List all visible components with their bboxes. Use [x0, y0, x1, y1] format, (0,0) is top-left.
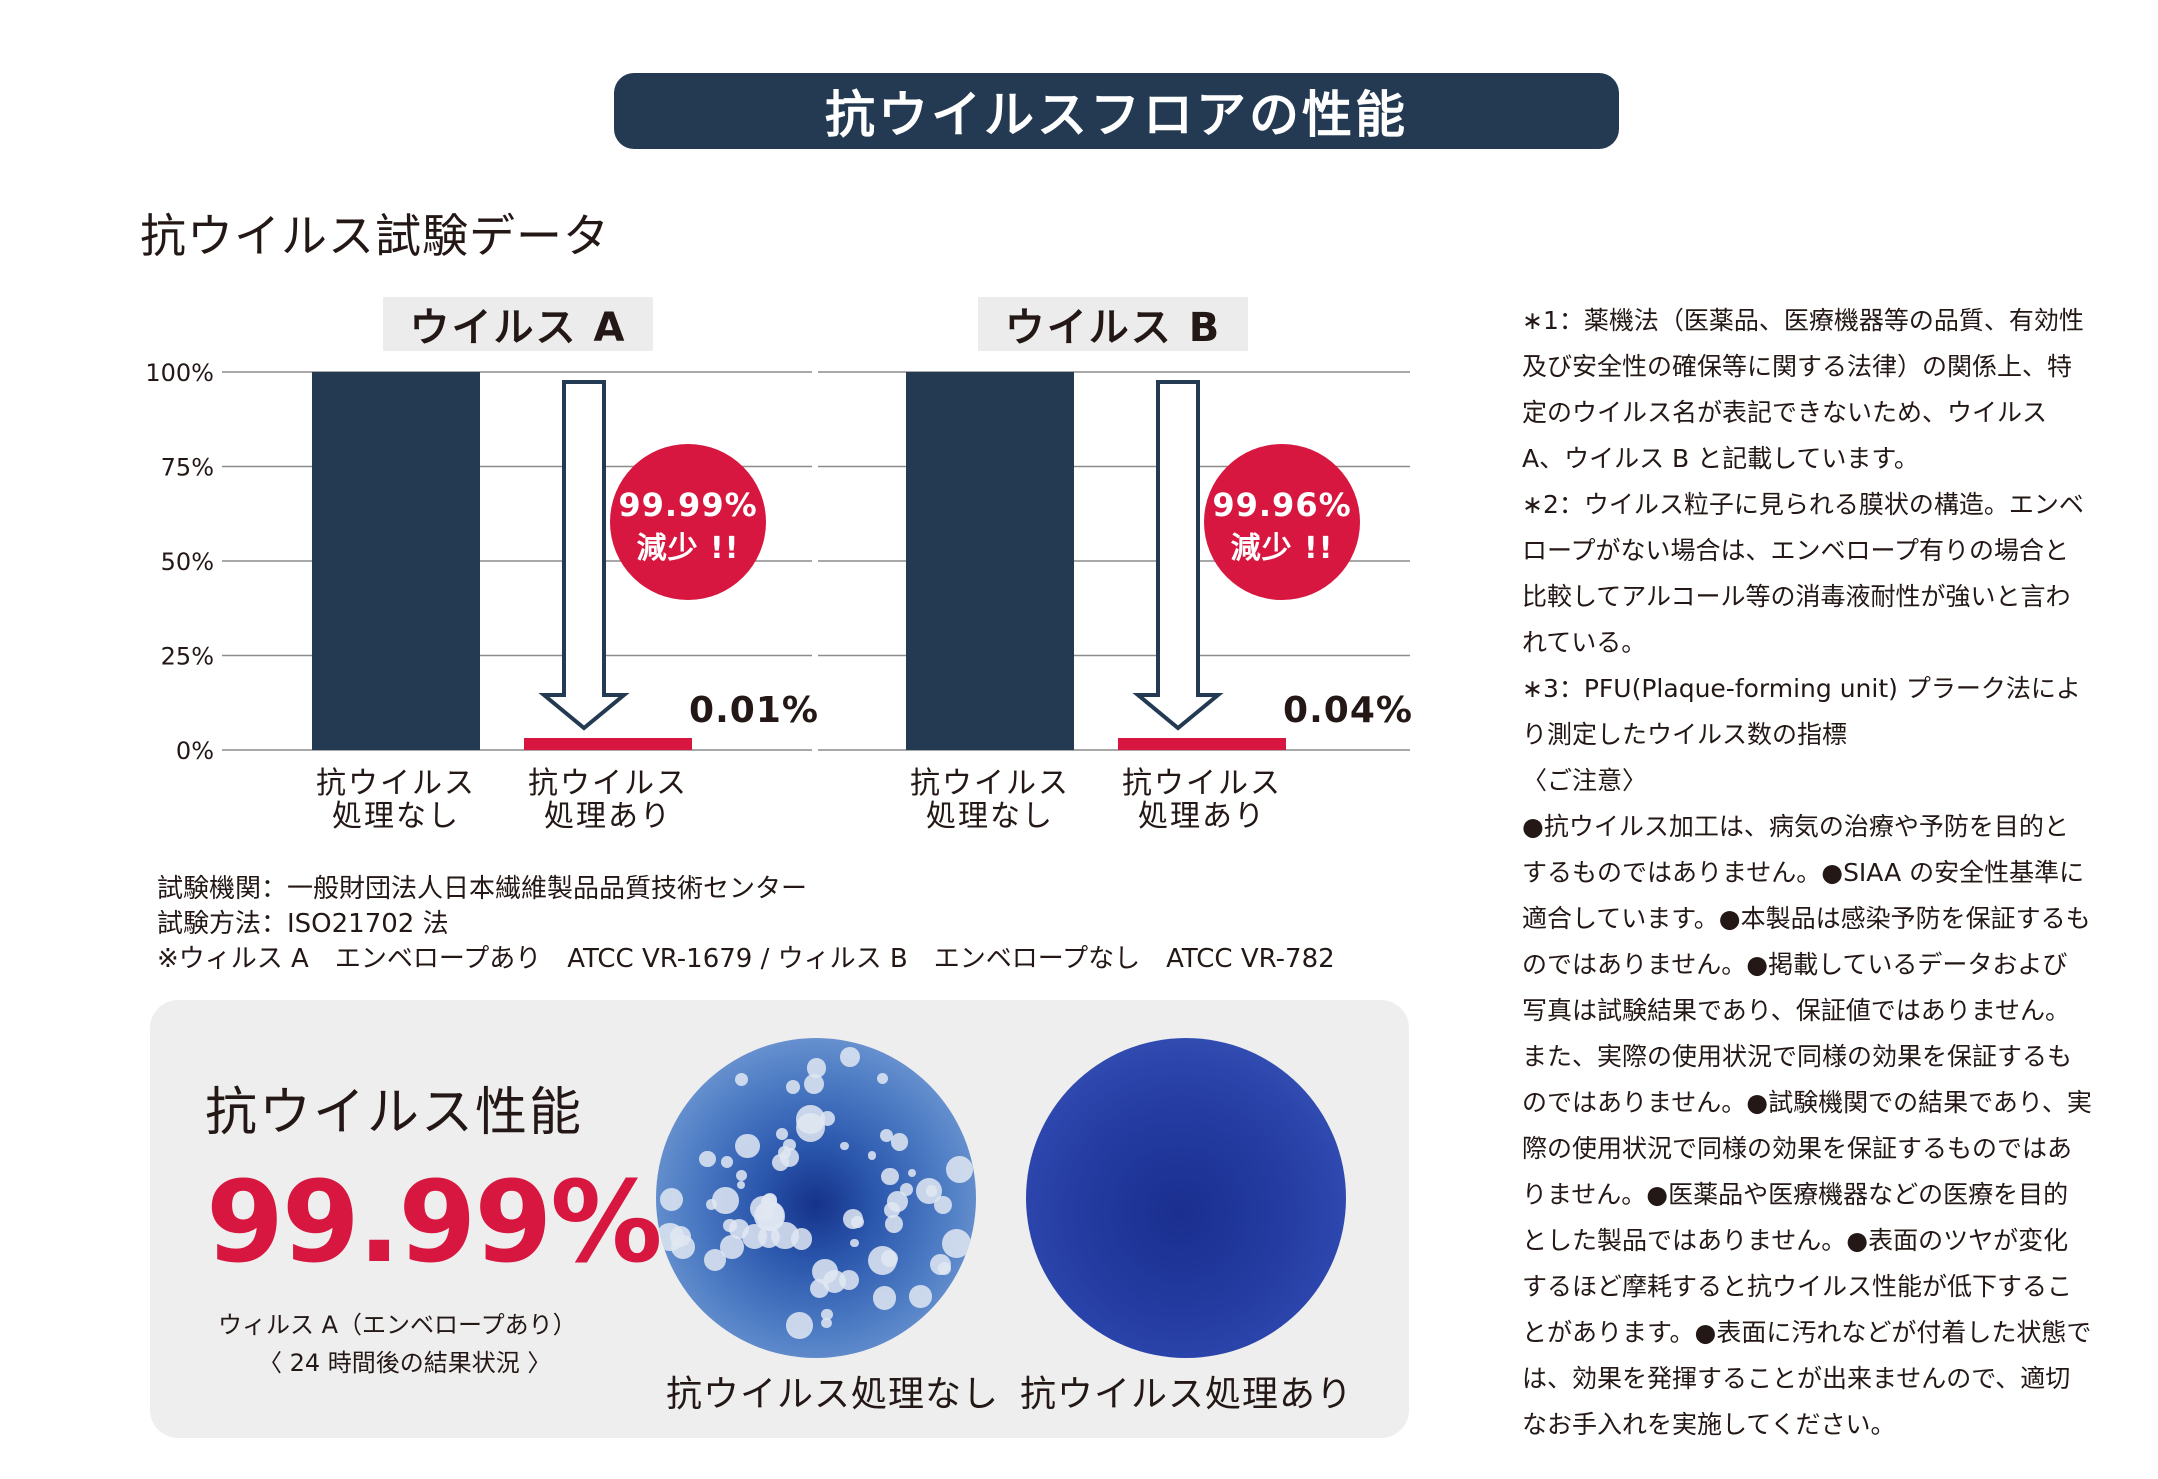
side-notes: ∗1：薬機法（医薬品、医療機器等の品質、有効性及び安全性の確保等に関する法律）の…: [1522, 298, 2092, 1448]
footnote-1: ∗1：薬機法（医薬品、医療機器等の品質、有効性及び安全性の確保等に関する法律）の…: [1522, 306, 2084, 473]
reduction-badge: [1204, 444, 1360, 600]
virus-colony: [881, 1167, 900, 1186]
virus-colony: [942, 1229, 972, 1259]
virus-colony: [796, 1105, 825, 1134]
reduction-badge: [610, 444, 766, 600]
header-banner: 抗ウイルスフロアの性能: [614, 73, 1619, 149]
virus-colony: [671, 1234, 696, 1259]
virus-colony: [933, 1195, 952, 1214]
virus-colony: [720, 1235, 744, 1259]
petri-dish-treated-image: [1026, 1038, 1346, 1358]
virus-note: ※ウィルス A エンベロープあり ATCC VR-1679 / ウィルス B エ…: [157, 944, 1335, 974]
badge-text: 減少 !!: [1231, 531, 1334, 566]
virus-colony: [925, 1185, 938, 1197]
virus-colony: [772, 1154, 789, 1172]
virus-colony: [886, 1191, 908, 1212]
caution-text: ●抗ウイルス加工は、病気の治療や予防を目的とするものではありません。●SIAA …: [1522, 812, 2092, 1439]
virus-colony: [867, 1151, 877, 1160]
virus-colony: [850, 1238, 859, 1247]
section-title: 抗ウイルス試験データ: [140, 209, 610, 263]
virus-colony: [734, 1133, 760, 1159]
virus-colony: [806, 1058, 827, 1078]
virus-colony: [736, 1180, 746, 1190]
virus-colony: [907, 1168, 917, 1178]
test-method: 試験方法：ISO21702 法: [157, 909, 449, 939]
virus-colony: [757, 1226, 781, 1249]
badge-percent: 99.99%: [618, 486, 757, 524]
petri-dish-untreated-image: [656, 1038, 976, 1358]
virus-colony: [720, 1156, 733, 1169]
virus-colony: [812, 1258, 838, 1285]
virus-colony: [699, 1150, 717, 1168]
virus-colony: [840, 1141, 850, 1151]
virus-colony: [660, 1187, 684, 1211]
virus-colony: [786, 1311, 814, 1339]
virus-colony: [880, 1249, 899, 1267]
performance-timing: 〈 24 時間後の結果状況 〉: [258, 1349, 552, 1377]
chart-b-title: ウイルス B: [978, 297, 1248, 351]
y-tick-label: 100%: [145, 359, 214, 387]
test-institution: 試験機関：一般財団法人日本繊維製品品質技術センター: [157, 874, 808, 904]
virus-colony: [891, 1133, 909, 1151]
virus-colony: [712, 1187, 739, 1214]
performance-subtitle: ウィルス A（エンベロープあり）: [218, 1311, 577, 1339]
virus-colony: [909, 1285, 932, 1308]
virus-colony: [872, 1286, 897, 1310]
x-category-label: 抗ウイルス: [316, 766, 476, 801]
chart-a-title: ウイルス A: [383, 297, 653, 351]
reduction-arrow: [538, 380, 630, 731]
x-category-label: 抗ウイルス: [528, 766, 688, 801]
virus-colony: [785, 1079, 800, 1094]
virus-colony: [884, 1215, 904, 1234]
caution-heading: 〈ご注意〉: [1522, 766, 1648, 795]
x-category-label: 処理あり: [544, 799, 672, 834]
bar-treated: [524, 738, 692, 750]
virus-colony: [876, 1072, 889, 1084]
caption-untreated: 抗ウイルス処理なし: [666, 1374, 1000, 1415]
virus-colony: [804, 1074, 825, 1095]
virus-colony: [790, 1228, 813, 1250]
virus-colony: [734, 1073, 748, 1087]
caption-treated: 抗ウイルス処理あり: [1020, 1374, 1354, 1415]
virus-colony: [783, 1138, 796, 1151]
data-label: 0.04%: [1283, 690, 1413, 731]
footnote-2: ∗2：ウイルス粒子に見られる膜状の構造。エンベロープがない場合は、エンベロープ有…: [1522, 490, 2084, 657]
virus-colony: [821, 1317, 832, 1329]
x-category-label: 抗ウイルス: [1122, 766, 1282, 801]
y-tick-label: 0%: [176, 737, 214, 765]
virus-colony: [879, 1128, 893, 1142]
virus-colony: [728, 1218, 749, 1239]
performance-value: 99.99%: [206, 1158, 662, 1288]
reduction-arrow: [1132, 380, 1224, 731]
virus-colony: [756, 1201, 786, 1231]
y-tick-label: 50%: [161, 548, 214, 576]
bar-untreated: [906, 372, 1074, 750]
badge-text: 減少 !!: [637, 531, 740, 566]
virus-colony: [776, 1128, 788, 1141]
y-tick-label: 25%: [161, 643, 214, 671]
virus-colony: [706, 1199, 717, 1210]
data-label: 0.01%: [689, 690, 819, 731]
x-category-label: 処理なし: [332, 799, 460, 834]
performance-title: 抗ウイルス性能: [205, 1083, 584, 1143]
virus-colony: [937, 1261, 952, 1275]
badge-percent: 99.96%: [1212, 486, 1351, 524]
x-category-label: 抗ウイルス: [910, 766, 1070, 801]
y-tick-label: 75%: [161, 454, 214, 482]
x-category-label: 処理あり: [1138, 799, 1266, 834]
page-title: 抗ウイルスフロアの性能: [825, 86, 1408, 144]
virus-colony: [704, 1248, 727, 1272]
bar-untreated: [312, 372, 480, 750]
virus-colony: [735, 1169, 748, 1181]
virus-colony: [946, 1155, 974, 1183]
bar-treated: [1118, 738, 1286, 750]
x-category-label: 処理なし: [926, 799, 1054, 834]
virus-colony: [821, 1309, 833, 1321]
footnote-3: ∗3：PFU(Plaque-forming unit) プラーク法により測定した…: [1522, 674, 2081, 749]
virus-colony: [839, 1046, 860, 1067]
virus-colony: [851, 1215, 864, 1228]
